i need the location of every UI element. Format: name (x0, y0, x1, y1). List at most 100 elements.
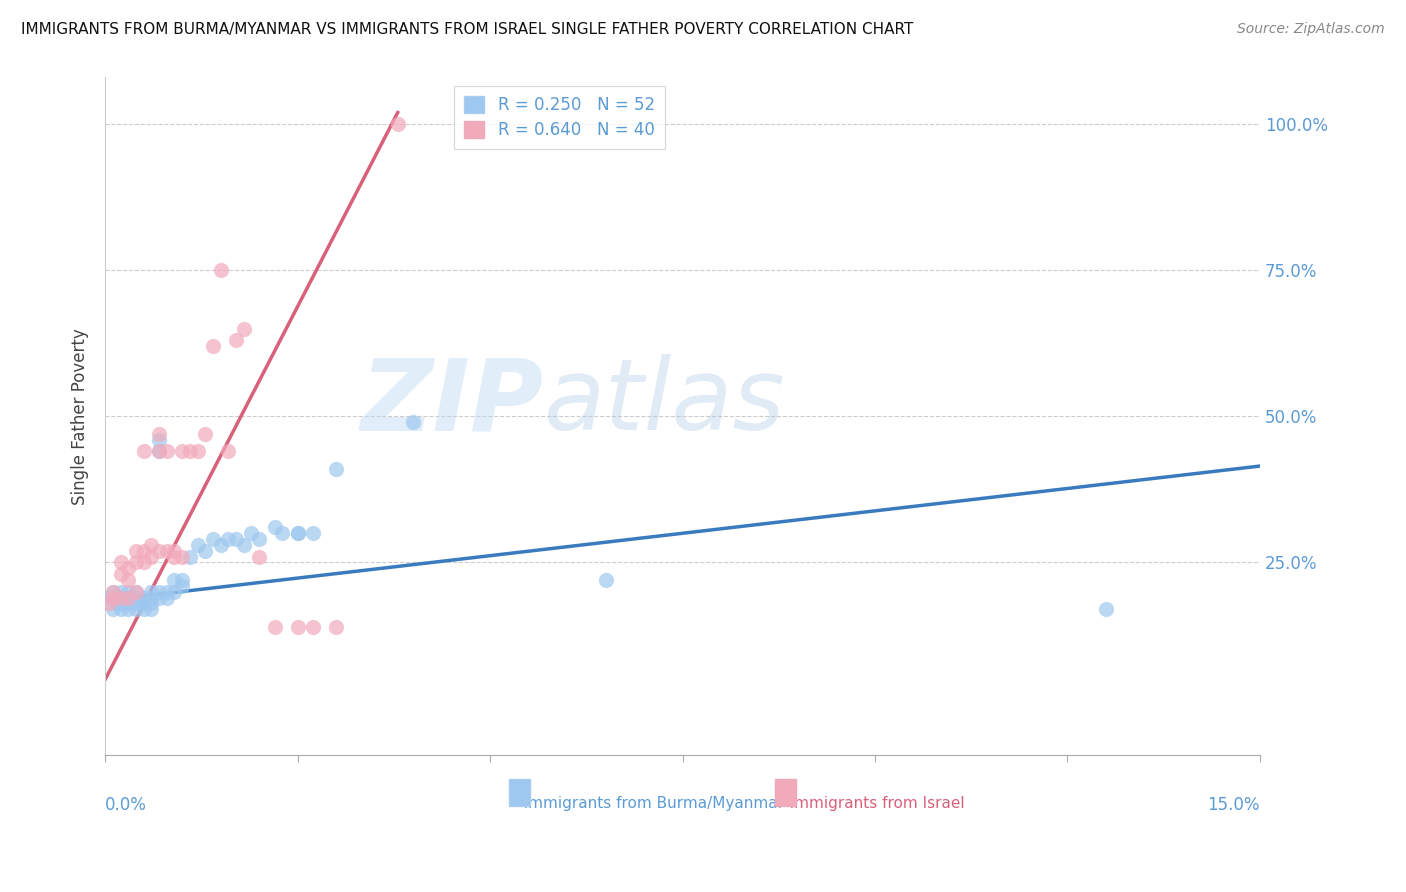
Point (187, 538, 209, 552)
Point (105, 596, 128, 610)
Point (132, 556, 155, 570)
Point (117, 602, 139, 616)
Text: Immigrants from Israel: Immigrants from Israel (775, 796, 965, 811)
Point (117, 591, 139, 605)
Point (110, 584, 132, 599)
Point (287, 620, 309, 634)
Point (132, 602, 155, 616)
Point (247, 549, 270, 564)
Point (132, 591, 155, 605)
Point (172, 549, 194, 564)
Point (156, 584, 179, 599)
Point (125, 543, 148, 558)
Point (117, 561, 139, 575)
Point (125, 591, 148, 605)
Point (141, 538, 163, 552)
Point (117, 596, 139, 610)
Point (132, 596, 155, 610)
Point (117, 591, 139, 605)
Point (209, 538, 232, 552)
Point (117, 584, 139, 599)
Point (271, 526, 294, 541)
Legend: R = 0.250   N = 52, R = 0.640   N = 40: R = 0.250 N = 52, R = 0.640 N = 40 (454, 86, 665, 149)
Point (117, 573, 139, 587)
Point (595, 573, 617, 587)
Point (101, 602, 124, 616)
Point (148, 433, 170, 447)
Point (125, 602, 148, 616)
Point (101, 591, 124, 605)
Point (156, 543, 179, 558)
Point (302, 620, 325, 634)
Point (172, 444, 194, 458)
Point (163, 584, 186, 599)
Point (110, 556, 132, 570)
Point (217, 532, 239, 546)
Point (125, 584, 148, 599)
Point (179, 549, 201, 564)
Point (148, 584, 170, 599)
Point (148, 426, 170, 441)
Text: IMMIGRANTS FROM BURMA/MYANMAR VS IMMIGRANTS FROM ISRAEL SINGLE FATHER POVERTY CO: IMMIGRANTS FROM BURMA/MYANMAR VS IMMIGRA… (21, 22, 914, 37)
Point (387, 117, 409, 131)
Point (325, 462, 347, 476)
Point (110, 567, 132, 582)
Point (402, 415, 425, 429)
Point (125, 556, 148, 570)
Point (201, 532, 224, 546)
Point (163, 549, 186, 564)
Text: Source: ZipAtlas.com: Source: ZipAtlas.com (1237, 22, 1385, 37)
Text: atlas: atlas (544, 354, 786, 451)
Point (114, 591, 136, 605)
Point (263, 620, 285, 634)
Point (172, 573, 194, 587)
Point (125, 584, 148, 599)
Point (247, 532, 270, 546)
Point (110, 591, 132, 605)
Text: ZIP: ZIP (361, 354, 544, 451)
Point (110, 596, 132, 610)
Point (101, 584, 124, 599)
Point (194, 426, 217, 441)
Point (98, 591, 121, 605)
Point (287, 526, 309, 541)
Point (187, 444, 209, 458)
Point (156, 591, 179, 605)
Point (179, 444, 201, 458)
Point (141, 602, 163, 616)
Point (217, 444, 239, 458)
Text: 15.0%: 15.0% (1208, 796, 1260, 814)
Text: Immigrants from Burma/Myanmar: Immigrants from Burma/Myanmar (509, 796, 785, 811)
Point (194, 543, 217, 558)
Point (209, 263, 232, 277)
Point (125, 596, 148, 610)
Point (163, 543, 186, 558)
Point (240, 526, 263, 541)
Point (201, 339, 224, 353)
Point (325, 620, 347, 634)
Point (148, 591, 170, 605)
Point (148, 444, 170, 458)
Point (141, 596, 163, 610)
Point (225, 532, 247, 546)
Text: 0.0%: 0.0% (105, 796, 148, 814)
Point (148, 543, 170, 558)
Point (225, 334, 247, 348)
Point (101, 584, 124, 599)
Point (141, 584, 163, 599)
Point (148, 444, 170, 458)
Point (141, 549, 163, 564)
Point (1095, 602, 1118, 616)
FancyBboxPatch shape (509, 779, 530, 806)
Point (141, 591, 163, 605)
FancyBboxPatch shape (775, 779, 796, 806)
Point (132, 444, 155, 458)
Y-axis label: Single Father Poverty: Single Father Poverty (72, 328, 89, 505)
Point (132, 543, 155, 558)
Point (156, 444, 179, 458)
Point (163, 573, 186, 587)
Point (232, 538, 254, 552)
Point (302, 526, 325, 541)
Point (232, 322, 254, 336)
Point (287, 526, 309, 541)
